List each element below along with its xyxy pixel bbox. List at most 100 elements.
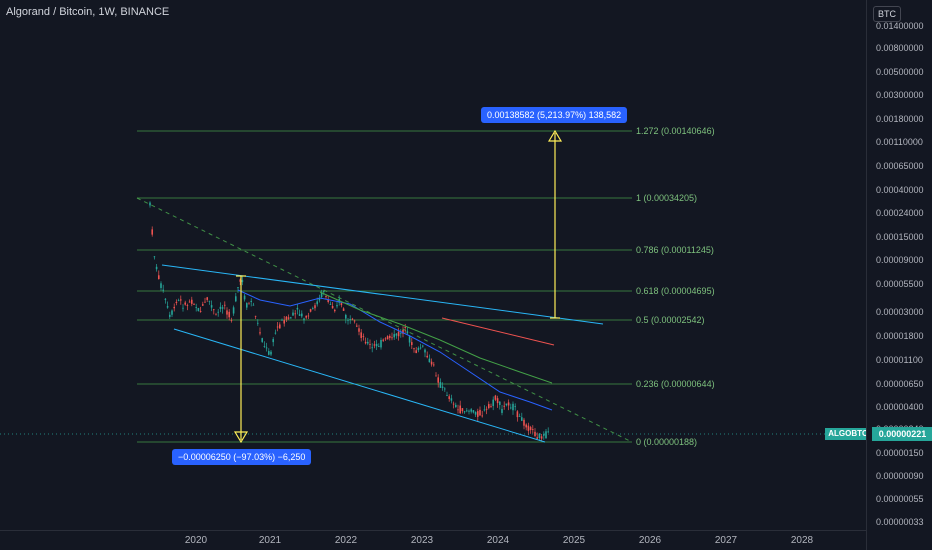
candle-body [499, 401, 501, 405]
candle-body [290, 317, 292, 319]
candle-body [193, 304, 195, 305]
candle-body [191, 299, 193, 304]
channel-upper-line [161, 264, 604, 325]
fib-label-0618: 0.618 (0.00004695) [636, 286, 715, 296]
candle-body [305, 315, 307, 318]
candle-body [419, 347, 422, 349]
chart-canvas[interactable] [0, 0, 866, 530]
candle-body [175, 301, 178, 304]
candle-body [235, 296, 237, 302]
candle-body [527, 425, 530, 431]
candle-body [373, 344, 376, 346]
measure-up-arrowhead [547, 129, 563, 142]
fib-label-1: 1 (0.00034205) [636, 193, 698, 203]
candle-body [270, 351, 272, 355]
candle-body [435, 375, 437, 377]
candle-body [395, 333, 398, 336]
fib-label-0786: 0.786 (0.00011245) [636, 245, 714, 255]
candle-body [204, 301, 206, 303]
candle-body [312, 308, 314, 310]
candle-body [446, 395, 448, 397]
candle-body [415, 350, 417, 354]
candle-body [213, 309, 215, 311]
candle-body [402, 329, 404, 334]
price-label: 0.01400000 [876, 21, 924, 31]
candle-body [371, 347, 373, 349]
candle-body [543, 434, 545, 436]
candle-body [217, 311, 219, 313]
fib-label-1272: 1.272 (0.00140646) [636, 126, 715, 136]
candle-body [274, 332, 277, 334]
price-label: 0.00500000 [876, 67, 924, 77]
candle-body [281, 319, 283, 321]
candle-body [173, 306, 175, 309]
candle-body [413, 348, 415, 350]
candle-body [265, 347, 268, 349]
candle-body [153, 256, 156, 258]
candle-body [488, 404, 490, 409]
price-axis[interactable]: BTC 0.01400000 0.00800000 0.00500000 0.0… [866, 0, 932, 550]
candle-body [521, 417, 523, 421]
candle-body [360, 332, 362, 338]
candle-body [184, 302, 186, 305]
time-axis[interactable]: 2020 2021 2022 2023 2024 2025 2026 2027 … [0, 530, 866, 550]
candle-body [243, 295, 246, 300]
candle-body [323, 291, 325, 293]
candle-body [292, 312, 294, 316]
candle-body [362, 336, 365, 337]
candle-body [356, 325, 358, 327]
candle-body [474, 412, 477, 415]
candle-body [452, 403, 455, 405]
candle-body [411, 342, 413, 345]
candle-body [532, 428, 534, 430]
candle-body [325, 295, 327, 297]
measure-up-label[interactable]: 0.00138582 (5,213.97%) 138,582 [481, 107, 628, 123]
candle-body [195, 307, 197, 308]
candle-body [455, 404, 457, 408]
candle-body [505, 403, 508, 406]
candle-body [525, 424, 527, 428]
price-label: 0.00800000 [876, 43, 924, 53]
measure-down-label[interactable]: −0.00006250 (−97.03%) −6,250 [172, 449, 312, 465]
candle-body [257, 322, 259, 324]
candle-body [540, 436, 543, 439]
currency-button[interactable]: BTC [873, 6, 901, 22]
symbol-title[interactable]: Algorand / Bitcoin, 1W, BINANCE [6, 6, 170, 18]
candle-body [512, 403, 514, 411]
candle-body [197, 308, 200, 312]
candle-body [180, 299, 182, 301]
candle-body [479, 409, 481, 416]
candle-body [294, 313, 296, 315]
candle-body [424, 349, 426, 353]
candle-body [261, 338, 263, 342]
candle-body [162, 289, 164, 291]
candle-body [483, 409, 486, 411]
candle-body [457, 409, 459, 411]
candle-body [439, 382, 442, 388]
ma-red-line [441, 317, 555, 346]
candle-body [228, 311, 230, 318]
candle-body [160, 283, 162, 288]
candle-body [545, 431, 547, 439]
candle-body [340, 303, 343, 306]
price-label: 0.00180000 [876, 114, 924, 124]
candle-body [380, 339, 382, 348]
price-label: 0.00000400 [876, 402, 924, 412]
candle-body [408, 336, 411, 343]
candle-body [219, 306, 222, 309]
candle-body [210, 305, 213, 308]
candle-body [188, 301, 191, 303]
candle-body [426, 355, 428, 358]
candle-body [320, 292, 323, 298]
candle-body [494, 395, 497, 400]
chart-area[interactable]: Algorand / Bitcoin, 1W, BINANCE 1.272 (0… [0, 0, 866, 530]
candle-body [461, 408, 464, 412]
candle-body [241, 280, 244, 283]
candle-body [386, 336, 389, 340]
candle-body [272, 339, 274, 343]
candle-body [406, 331, 409, 334]
candle-body [534, 431, 536, 436]
candle-body [296, 307, 299, 310]
price-label: 0.00000033 [876, 517, 924, 527]
fib-label-0: 0 (0.00000188) [636, 437, 698, 447]
